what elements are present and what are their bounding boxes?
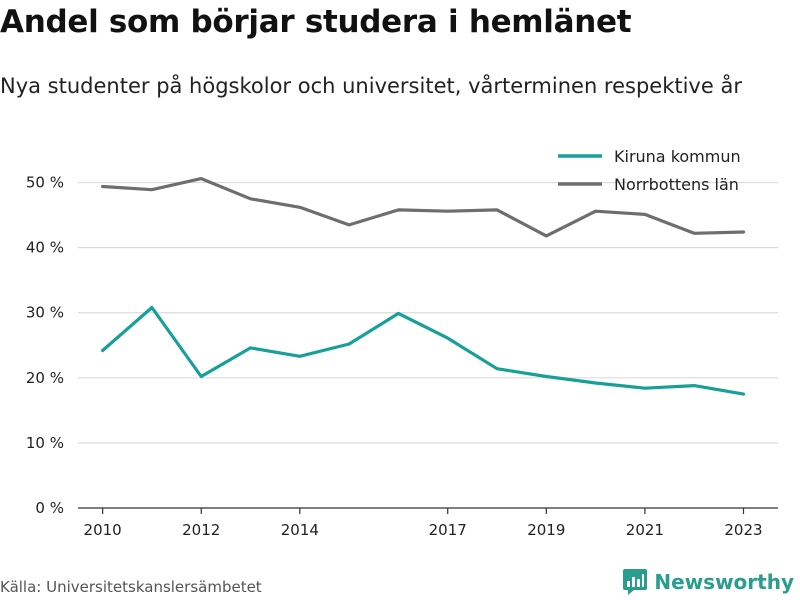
y-tick-label: 10 % <box>26 434 64 452</box>
y-tick-label: 30 % <box>26 304 64 322</box>
brand-name: Newsworthy <box>654 570 794 594</box>
series-lines <box>100 177 746 396</box>
x-tick-label: 2010 <box>84 521 122 539</box>
y-tick-label: 40 % <box>26 239 64 257</box>
source-note: Källa: Universitetskanslersämbetet <box>0 578 262 596</box>
series-line-norrbotten <box>100 177 746 238</box>
x-tick-label: 2017 <box>429 521 467 539</box>
newsworthy-logo-icon <box>623 569 648 595</box>
x-tick-label: 2019 <box>527 521 565 539</box>
y-tick-label: 20 % <box>26 369 64 387</box>
brand-logo: Newsworthy <box>622 568 794 596</box>
x-tick-label: 2014 <box>281 521 319 539</box>
series-line-kiruna <box>100 305 746 396</box>
x-tick-label: 2012 <box>182 521 220 539</box>
y-tick-label: 50 % <box>26 174 64 192</box>
gridlines <box>78 181 778 444</box>
x-tick-label: 2021 <box>626 521 664 539</box>
chart-title: Andel som börjar studera i hemlänet <box>0 4 632 40</box>
y-tick-label: 0 % <box>35 499 64 517</box>
legend: Kiruna kommun Norrbottens län <box>558 147 741 194</box>
legend-label: Norrbottens län <box>614 175 739 194</box>
x-tick-label: 2023 <box>724 521 762 539</box>
chart-subtitle: Nya studenter på högskolor och universit… <box>0 74 742 98</box>
axes: 0 % 10 % 20 % 30 % 40 % 50 % 2010 2012 2014 2017 2… <box>26 174 778 539</box>
legend-label: Kiruna kommun <box>614 147 741 166</box>
